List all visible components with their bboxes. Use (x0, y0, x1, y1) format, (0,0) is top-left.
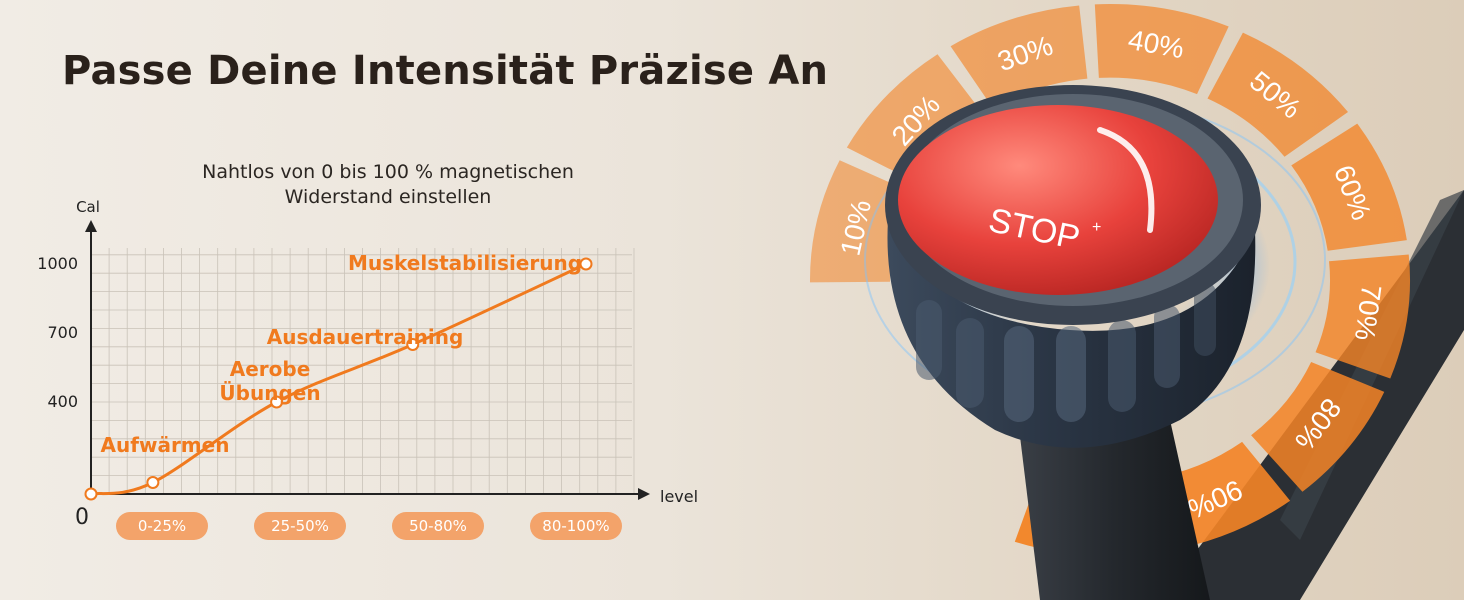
range-badge-50-80: 50-80% (392, 512, 484, 540)
range-badge-0-25: 0-25% (116, 512, 208, 540)
ring-segment (950, 5, 1088, 109)
ring-segment (1094, 4, 1229, 95)
intensity-arc-indicator (1097, 127, 1155, 233)
knob-grip-ridges (916, 282, 1216, 422)
y-tick-label: 700 (47, 323, 78, 342)
data-point (579, 257, 593, 271)
subtitle-line-1: Nahtlos von 0 bis 100 % magnetischen (202, 161, 574, 183)
data-point (270, 395, 284, 409)
range-badge-80-100: 80-100% (530, 512, 622, 540)
y-tick-label: 400 (47, 392, 78, 411)
calorie-chart: Cal level 0 1000 700 400 Aufwärmen Aerobe Übunge… (37, 198, 698, 530)
knob-stem (1018, 420, 1210, 600)
resistance-knob-illustration: 10%20%30%40%50%60%70%80%90%100% STOP + (810, 4, 1464, 600)
data-label: Aufwärmen (101, 433, 230, 457)
ring-segment (1315, 254, 1410, 379)
data-label: Ausdauertraining (267, 325, 464, 349)
subtitle-line-2: Widerstand einstellen (284, 186, 492, 208)
range-badge-25-50: 25-50% (254, 512, 346, 540)
stop-button[interactable] (898, 105, 1218, 295)
y-tick-label: 1000 (37, 254, 78, 273)
y-axis-arrow (85, 220, 97, 232)
plus-symbol: + (1092, 219, 1101, 236)
ring-segment (1251, 362, 1385, 492)
series-line (90, 262, 587, 496)
data-label: Muskelstabilisierung (348, 251, 582, 275)
x-axis-label: level (660, 487, 698, 506)
ring-segment (1291, 123, 1407, 251)
y-axis-label: Cal (76, 198, 100, 216)
x-axis-arrow (638, 488, 650, 500)
ring-segment (1207, 32, 1349, 157)
data-point (146, 476, 160, 489)
ring-segment (846, 54, 984, 183)
data-point (406, 338, 420, 351)
origin-label: 0 (75, 505, 89, 530)
chart-subtitle: Nahtlos von 0 bis 100 % magnetischen Wid… (160, 160, 616, 210)
data-point (84, 487, 98, 501)
page-title: Passe Deine Intensität Präzise An (62, 48, 829, 94)
data-label: Aerobe Übungen (219, 357, 320, 405)
ring-percent-label: 70% (1349, 283, 1387, 343)
